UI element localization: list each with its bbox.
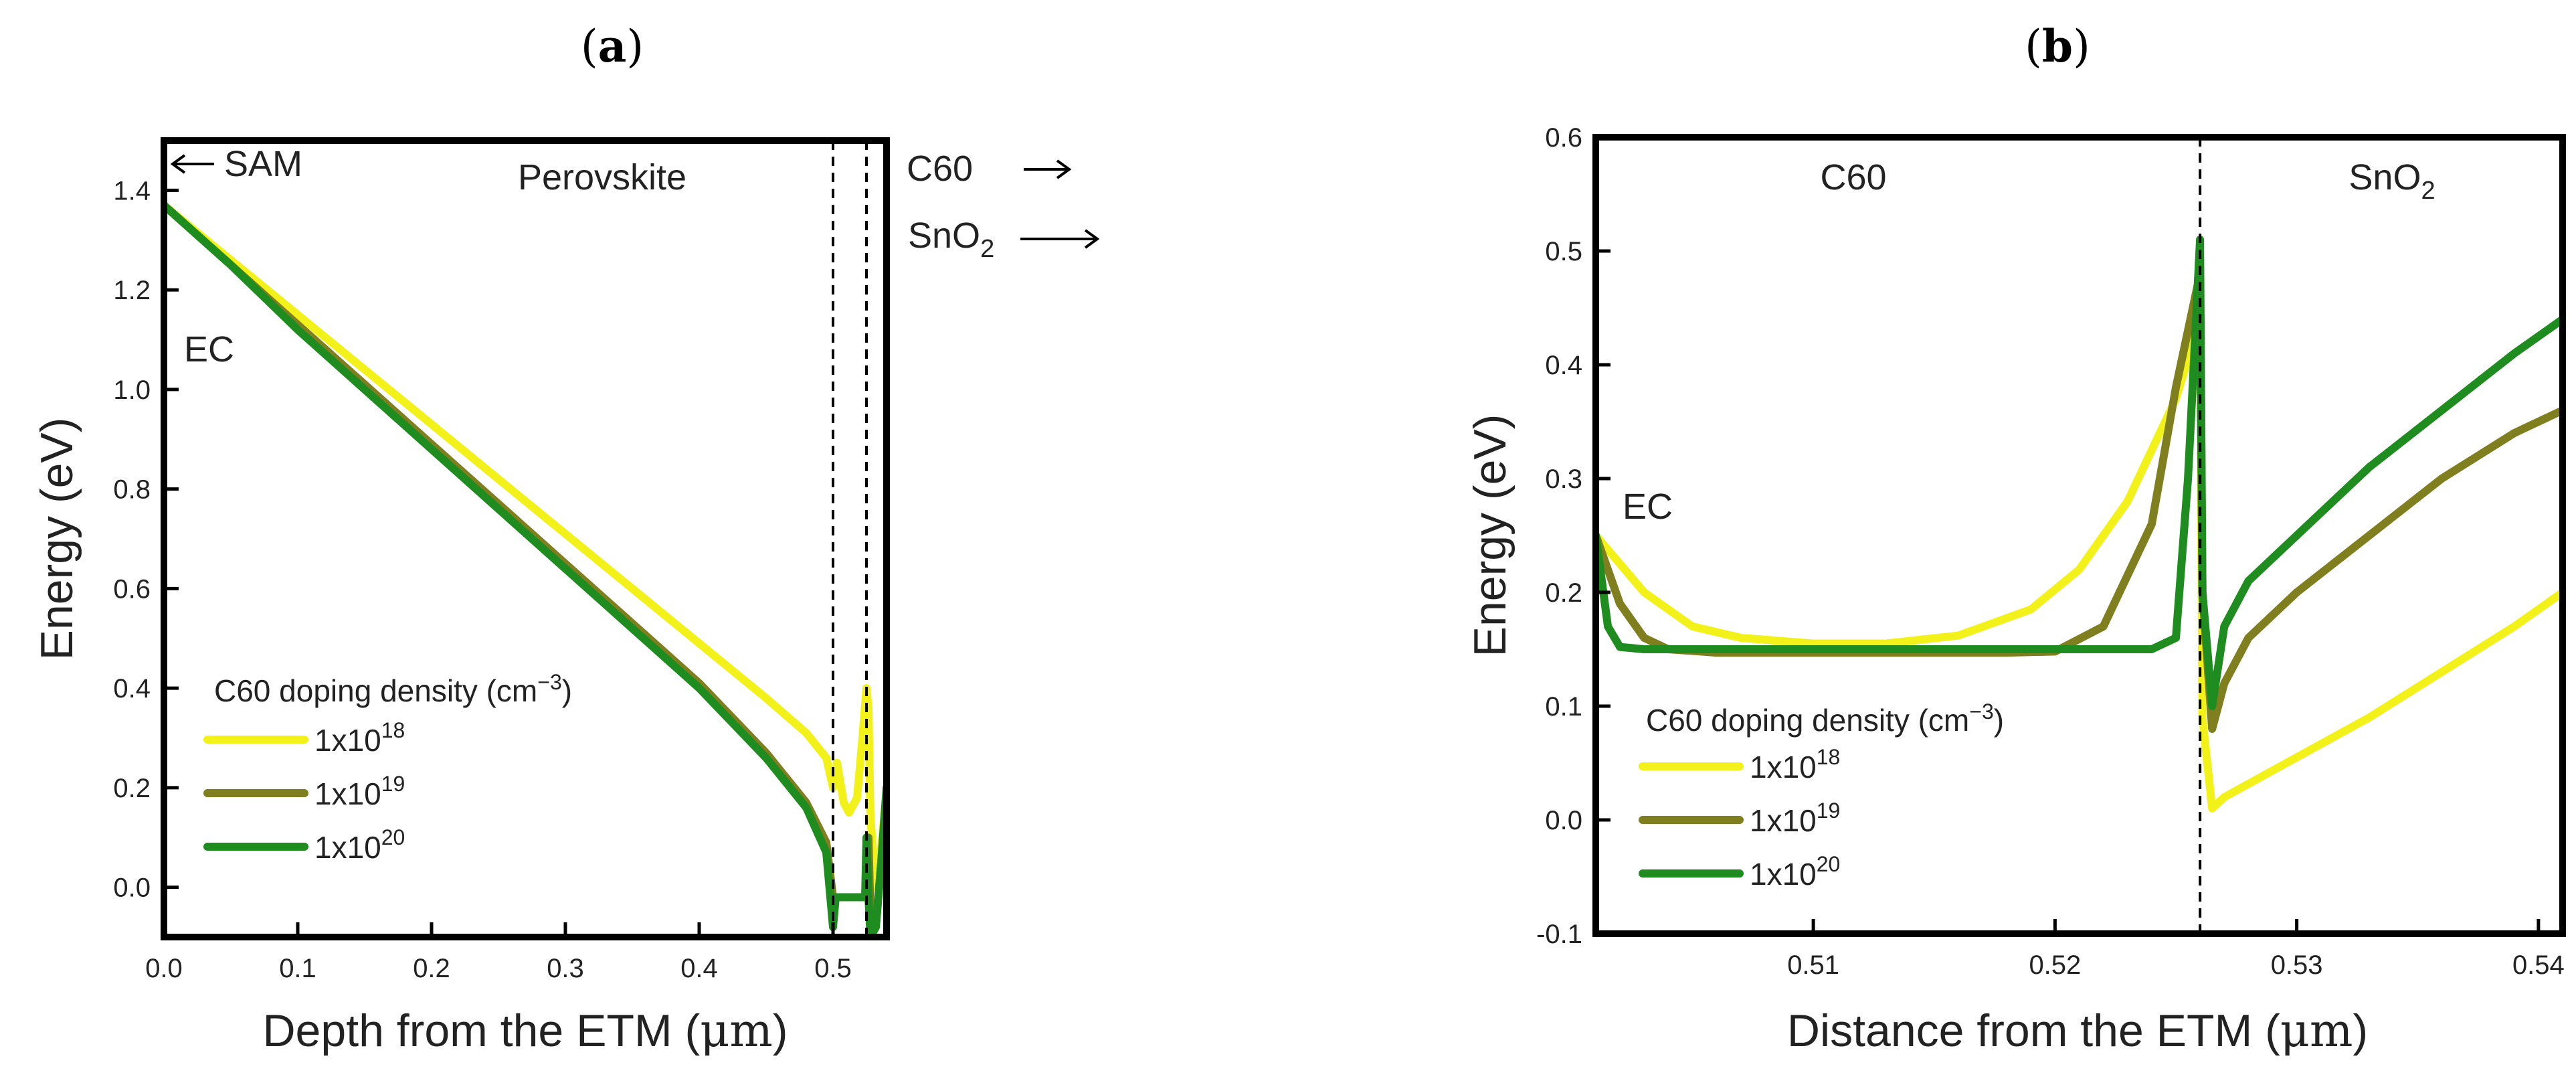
legend-a: C60 doping density (cm−3) 1x1018 1x1019 … — [203, 670, 572, 865]
y-tick-label: 0.8 — [113, 475, 151, 505]
x-tick-label: 0.51 — [1787, 950, 1839, 980]
chart-b-x-axis-title: Distance from the ETM (μm) — [1787, 1005, 2368, 1058]
x-tick-label: 0.1 — [279, 954, 316, 983]
series-line-1x10e19 — [164, 201, 887, 932]
sno2-arrowhead — [1084, 229, 1100, 249]
chart-b: 0.51 0.52 0.53 0.54 -0.1 0.0 0.1 0.2 0.3 0.4 0.5 0… — [1465, 123, 2566, 1058]
y-tick-label: 0.1 — [1545, 692, 1582, 722]
y-tick-label: 1.0 — [113, 375, 151, 405]
y-tick-label: 0.3 — [1545, 465, 1582, 494]
legend-a-label-1e19: 1x1019 — [314, 772, 405, 811]
perovskite-label: Perovskite — [518, 157, 686, 197]
legend-b-label-1e18: 1x1018 — [1750, 745, 1840, 784]
sno2-region-label: SnO2 — [2349, 157, 2435, 205]
legend-a-label-1e20: 1x1020 — [314, 825, 405, 865]
series-line-1x10e18 — [1596, 315, 2563, 813]
ec-label-b: EC — [1623, 487, 1673, 527]
series-line-1x10e19 — [1596, 270, 2563, 733]
legend-b-label-1e20: 1x1020 — [1750, 852, 1840, 892]
y-tick-label: 1.2 — [113, 276, 151, 305]
sam-arrowhead — [170, 154, 186, 174]
legend-a-title: C60 doping density (cm−3) — [214, 670, 572, 708]
chart-a-y-axis-title: Energy (eV) — [31, 418, 82, 661]
sam-annotation: SAM — [170, 144, 302, 184]
legend-b: C60 doping density (cm−3) 1x1018 1x1019 … — [1639, 699, 2004, 892]
y-tick-label: 0.5 — [1545, 237, 1582, 266]
chart-a-plot-frame — [161, 137, 890, 940]
c60-label: C60 — [907, 149, 973, 189]
c60-arrowhead — [1056, 159, 1072, 179]
panel-a-label: (a) — [581, 20, 644, 72]
y-tick-label: 0.0 — [113, 873, 151, 903]
x-tick-label: 0.2 — [413, 954, 450, 983]
legend-b-label-1e19: 1x1019 — [1750, 799, 1840, 838]
ec-label: EC — [184, 329, 234, 369]
series-line-1x10e18 — [164, 201, 887, 892]
y-tick-label: 0.0 — [1545, 806, 1582, 835]
panel-b-label: (b) — [2025, 20, 2090, 72]
chart-a-x-axis-title: Depth from the ETM (μm) — [262, 1005, 788, 1058]
sno2-annotation: SnO2 — [908, 216, 1100, 263]
y-tick-label: 0.2 — [1545, 578, 1582, 608]
legend-a-label-1e18: 1x1018 — [314, 718, 405, 758]
c60-region-label: C60 — [1820, 157, 1886, 197]
series-line-1x10e20 — [1596, 236, 2563, 710]
x-tick-label: 0.52 — [2029, 950, 2081, 980]
y-tick-label: 0.4 — [1545, 351, 1582, 380]
y-tick-label: 0.2 — [113, 774, 151, 803]
chart-b-plot-frame — [1592, 134, 2566, 937]
x-tick-label: 0.53 — [2271, 950, 2323, 980]
y-tick-label: -0.1 — [1536, 920, 1582, 949]
x-tick-label: 0.54 — [2512, 950, 2565, 980]
chart-a: 0.0 0.1 0.2 0.3 0.4 0.5 0.0 0.2 0.4 0.6 0.8 1.0 1.2… — [31, 137, 1100, 1058]
chart-b-y-axis-title: Energy (eV) — [1465, 414, 1515, 657]
y-tick-label: 0.6 — [113, 574, 151, 604]
sam-label: SAM — [224, 144, 302, 184]
x-tick-label: 0.3 — [547, 954, 584, 983]
sno2-label: SnO2 — [908, 216, 994, 263]
y-tick-label: 0.6 — [1545, 123, 1582, 153]
legend-b-title: C60 doping density (cm−3) — [1646, 699, 2004, 738]
y-tick-label: 1.4 — [113, 176, 151, 205]
x-tick-label: 0.0 — [145, 954, 183, 983]
c60-annotation: C60 — [907, 149, 1072, 189]
y-tick-label: 0.4 — [113, 674, 151, 703]
x-tick-label: 0.4 — [680, 954, 718, 983]
series-line-1x10e20 — [164, 201, 887, 937]
x-tick-label: 0.5 — [814, 954, 852, 983]
